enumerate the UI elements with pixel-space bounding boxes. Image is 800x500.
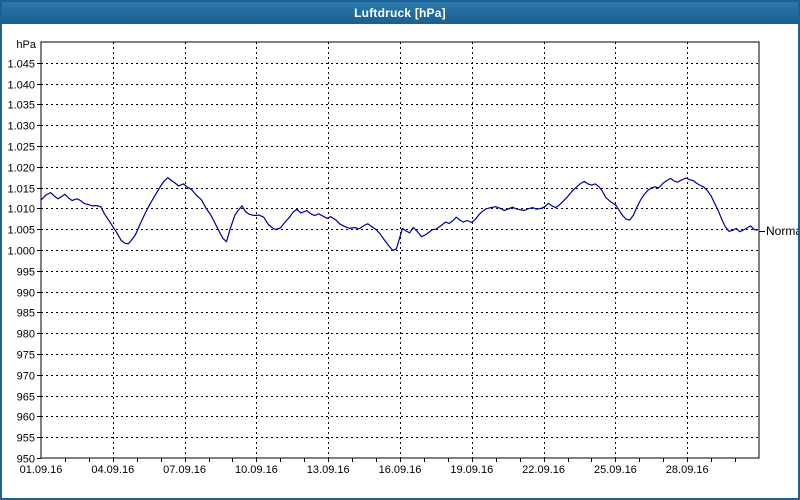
title-bar[interactable]: Luftdruck [hPa] bbox=[2, 2, 798, 24]
normal-annotation: Normal bbox=[759, 224, 798, 238]
x-tick-label: 10.09.16 bbox=[235, 464, 278, 476]
y-tick-label: 1.000 bbox=[7, 246, 35, 258]
x-tick-label: 19.09.16 bbox=[450, 464, 493, 476]
y-tick-label: 990 bbox=[17, 288, 35, 300]
window-title: Luftdruck [hPa] bbox=[354, 6, 446, 20]
grid-lines bbox=[41, 42, 759, 458]
y-tick-label: 1.045 bbox=[7, 59, 35, 71]
y-tick-label: 1.040 bbox=[7, 80, 35, 92]
y-tick-label: 955 bbox=[17, 433, 35, 445]
y-tick-label: 975 bbox=[17, 350, 35, 362]
x-tick-label: 01.09.16 bbox=[20, 464, 63, 476]
y-tick-label: 960 bbox=[17, 412, 35, 424]
x-tick-labels: 01.09.16 04.09.16 07.09.16 10.09.16 13.09.16… bbox=[20, 464, 709, 476]
normal-annotation-label: Normal bbox=[766, 224, 798, 238]
y-tick-label: 980 bbox=[17, 329, 35, 341]
y-tick-label: 1.020 bbox=[7, 163, 35, 175]
y-tick-label: 1.025 bbox=[7, 142, 35, 154]
y-tick-label: 970 bbox=[17, 371, 35, 383]
axis-ticks bbox=[37, 63, 736, 462]
y-tick-label: 985 bbox=[17, 308, 35, 320]
y-tick-label: 1.030 bbox=[7, 121, 35, 133]
y-tick-label: 995 bbox=[17, 267, 35, 279]
y-tick-label: 1.005 bbox=[7, 225, 35, 237]
y-tick-labels: 1.045 1.040 1.035 1.030 1.025 1.020 1.015 1.010… bbox=[7, 59, 35, 466]
x-tick-label: 28.09.16 bbox=[666, 464, 709, 476]
y-tick-label: 965 bbox=[17, 392, 35, 404]
pressure-chart: 1.045 1.040 1.035 1.030 1.025 1.020 1.015 1.010… bbox=[2, 24, 798, 498]
y-tick-label: 1.015 bbox=[7, 184, 35, 196]
x-tick-label: 16.09.16 bbox=[379, 464, 422, 476]
y-tick-label: 1.010 bbox=[7, 204, 35, 216]
x-tick-label: 25.09.16 bbox=[594, 464, 637, 476]
x-tick-label: 22.09.16 bbox=[522, 464, 565, 476]
y-tick-label: 1.035 bbox=[7, 100, 35, 112]
plot-frame bbox=[40, 41, 760, 459]
y-tick-label: 950 bbox=[17, 454, 35, 466]
x-tick-label: 04.09.16 bbox=[91, 464, 134, 476]
x-tick-label: 13.09.16 bbox=[307, 464, 350, 476]
y-axis-unit-label: hPa bbox=[16, 39, 36, 51]
x-tick-label: 07.09.16 bbox=[163, 464, 206, 476]
pressure-series-line bbox=[40, 177, 758, 251]
